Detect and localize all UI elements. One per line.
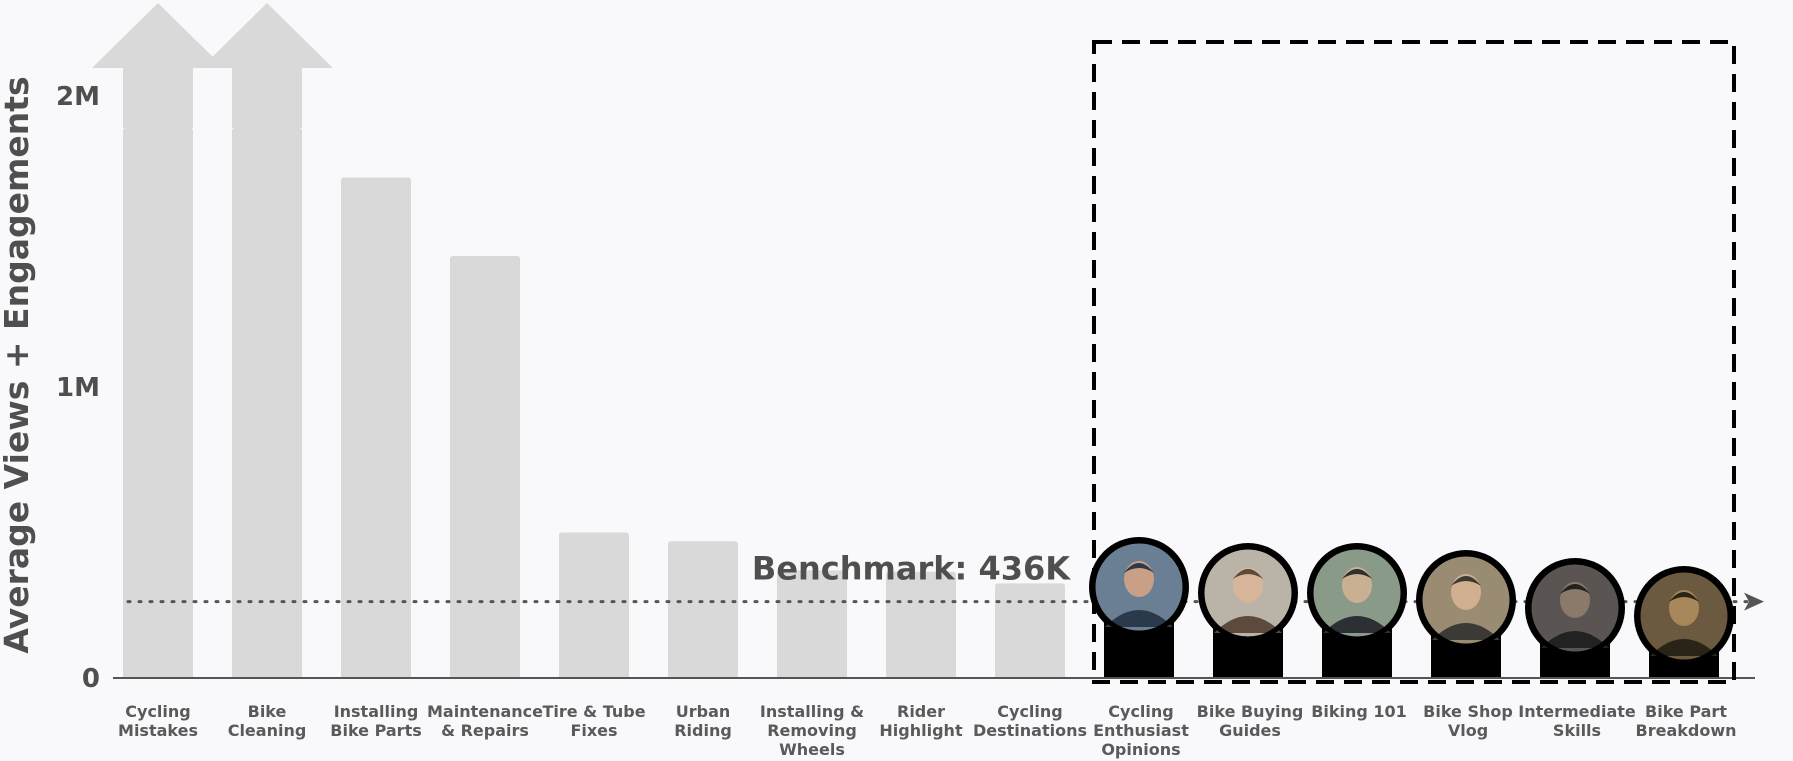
category-label-line: Guides bbox=[1219, 721, 1281, 740]
category-label-line: Intermediate bbox=[1518, 702, 1636, 721]
category-label-line: Bike Parts bbox=[330, 721, 421, 740]
category-label: Bike Shop Vlog bbox=[1423, 702, 1513, 740]
category-label-line: Vlog bbox=[1448, 721, 1488, 740]
category-label-line: Maintenance bbox=[427, 702, 543, 721]
category-label-line: Cleaning bbox=[228, 721, 307, 740]
category-label-line: Cycling bbox=[997, 702, 1062, 721]
category-label-line: Urban bbox=[676, 702, 731, 721]
category-label-line: Tire & Tube bbox=[542, 702, 645, 721]
category-label-line: & Repairs bbox=[441, 721, 529, 740]
creator-avatar bbox=[1307, 543, 1407, 643]
category-label-line: Biking 101 bbox=[1311, 702, 1407, 721]
category-label-line: Riding bbox=[674, 721, 732, 740]
category-label-line: Removing bbox=[767, 721, 857, 740]
category-label: Urban Riding bbox=[674, 702, 732, 740]
category-label: Installing Bike Parts bbox=[330, 702, 421, 740]
category-label-line: Fixes bbox=[570, 721, 617, 740]
category-label-line: Installing & bbox=[760, 702, 864, 721]
bar bbox=[123, 128, 193, 678]
category-label: Installing & Removing Wheels bbox=[760, 702, 864, 759]
category-label-line: Installing bbox=[334, 702, 419, 721]
category-label: Rider Highlight bbox=[879, 702, 963, 740]
bar bbox=[341, 177, 411, 679]
creator-avatar bbox=[1634, 566, 1734, 666]
category-label: Intermediate Skills bbox=[1518, 702, 1636, 740]
bars-layer bbox=[123, 128, 1719, 679]
category-label: Maintenance & Repairs bbox=[427, 702, 543, 740]
bar bbox=[450, 256, 520, 678]
category-label-line: Mistakes bbox=[118, 721, 198, 740]
creator-avatar bbox=[1416, 550, 1516, 650]
bar bbox=[995, 583, 1065, 678]
bar-overflow-arrow-icon bbox=[92, 3, 224, 128]
category-label-line: Bike bbox=[248, 702, 287, 721]
bar-overflow-arrow-icon bbox=[201, 3, 333, 128]
category-label: Cycling Mistakes bbox=[118, 702, 198, 740]
category-label-line: Opinions bbox=[1101, 740, 1180, 759]
bar bbox=[777, 570, 847, 678]
category-label-line: Skills bbox=[1553, 721, 1601, 740]
category-label-line: Cycling bbox=[1108, 702, 1173, 721]
bar bbox=[559, 532, 629, 678]
bar bbox=[232, 128, 302, 678]
category-label-line: Destinations bbox=[973, 721, 1087, 740]
category-label: Cycling Enthusiast Opinions bbox=[1093, 702, 1189, 759]
creator-avatar bbox=[1525, 558, 1625, 658]
benchmark-label: Benchmark: 436K bbox=[752, 550, 1071, 588]
category-label: Bike Buying Guides bbox=[1197, 702, 1304, 740]
y-tick-label: 2M bbox=[56, 82, 100, 112]
category-label-line: Cycling bbox=[125, 702, 190, 721]
bar bbox=[886, 571, 956, 678]
y-axis-ticks: 0 1M 2M bbox=[56, 82, 100, 694]
category-label-line: Bike Part bbox=[1645, 702, 1727, 721]
category-label: Biking 101 bbox=[1311, 702, 1407, 721]
category-label: Cycling Destinations bbox=[973, 702, 1087, 740]
category-label-line: Bike Buying bbox=[1197, 702, 1304, 721]
y-axis-label: Average Views + Engagements bbox=[0, 76, 36, 653]
category-label-line: Bike Shop bbox=[1423, 702, 1513, 721]
benchmark-arrow-icon bbox=[1744, 592, 1764, 611]
highlight-box bbox=[1092, 40, 1736, 684]
category-label-line: Highlight bbox=[879, 721, 963, 740]
y-tick-label: 0 bbox=[82, 664, 100, 694]
category-label-line: Wheels bbox=[779, 740, 845, 759]
category-label: Tire & Tube Fixes bbox=[542, 702, 645, 740]
overflow-arrows bbox=[92, 3, 333, 128]
category-label: Bike Cleaning bbox=[228, 702, 307, 740]
creator-avatar bbox=[1198, 543, 1298, 643]
category-label-line: Enthusiast bbox=[1093, 721, 1189, 740]
y-tick-label: 1M bbox=[56, 373, 100, 403]
creator-avatars bbox=[1089, 537, 1734, 666]
category-label-line: Rider bbox=[897, 702, 945, 721]
category-label-line: Breakdown bbox=[1636, 721, 1737, 740]
creator-avatar bbox=[1089, 537, 1189, 637]
category-label: Bike Part Breakdown bbox=[1636, 702, 1737, 740]
bar bbox=[668, 541, 738, 678]
